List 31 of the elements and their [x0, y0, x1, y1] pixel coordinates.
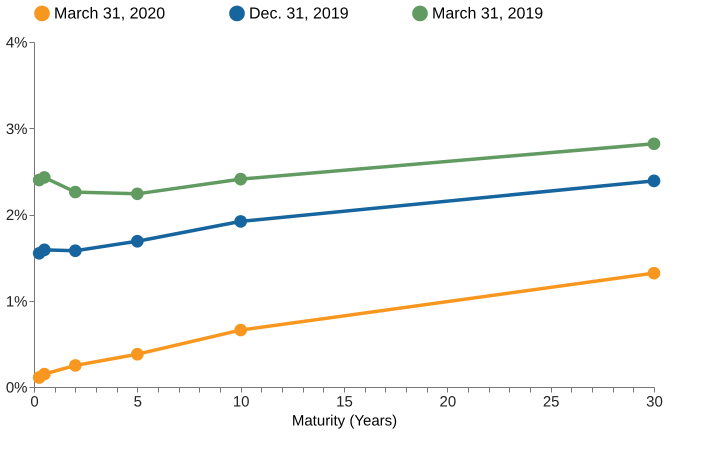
x-tick-label: 0	[30, 394, 39, 410]
x-tick-label: 10	[232, 394, 250, 410]
x-axis-title: Maturity (Years)	[292, 412, 398, 430]
point	[38, 244, 51, 256]
legend-label: Dec. 31, 2019	[249, 5, 349, 22]
point	[38, 171, 51, 184]
y-tick-label: 2%	[6, 207, 28, 224]
y-tick-label: 3%	[6, 120, 28, 138]
point	[234, 324, 247, 336]
legend-label: March 31, 2019	[432, 5, 544, 22]
point	[69, 359, 82, 372]
point	[648, 137, 660, 150]
point	[131, 348, 144, 361]
x-tick-label: 20	[439, 394, 456, 410]
y-tick-label: 4%	[6, 34, 28, 52]
x-tick-label: 30	[646, 394, 663, 410]
point	[69, 244, 82, 258]
y-tick-label: 0%	[6, 380, 28, 396]
x-tick-label: 25	[542, 394, 560, 410]
point	[234, 172, 247, 186]
y-tick-label: 1%	[6, 293, 28, 310]
x-tick-label: 5	[134, 394, 142, 410]
point	[38, 368, 51, 380]
point	[648, 174, 660, 188]
point	[234, 215, 247, 228]
point	[69, 186, 82, 198]
legend-label: March 31, 2020	[54, 5, 166, 22]
point	[648, 266, 660, 280]
point	[131, 234, 144, 248]
point	[131, 187, 144, 200]
x-tick-label: 15	[336, 394, 353, 410]
